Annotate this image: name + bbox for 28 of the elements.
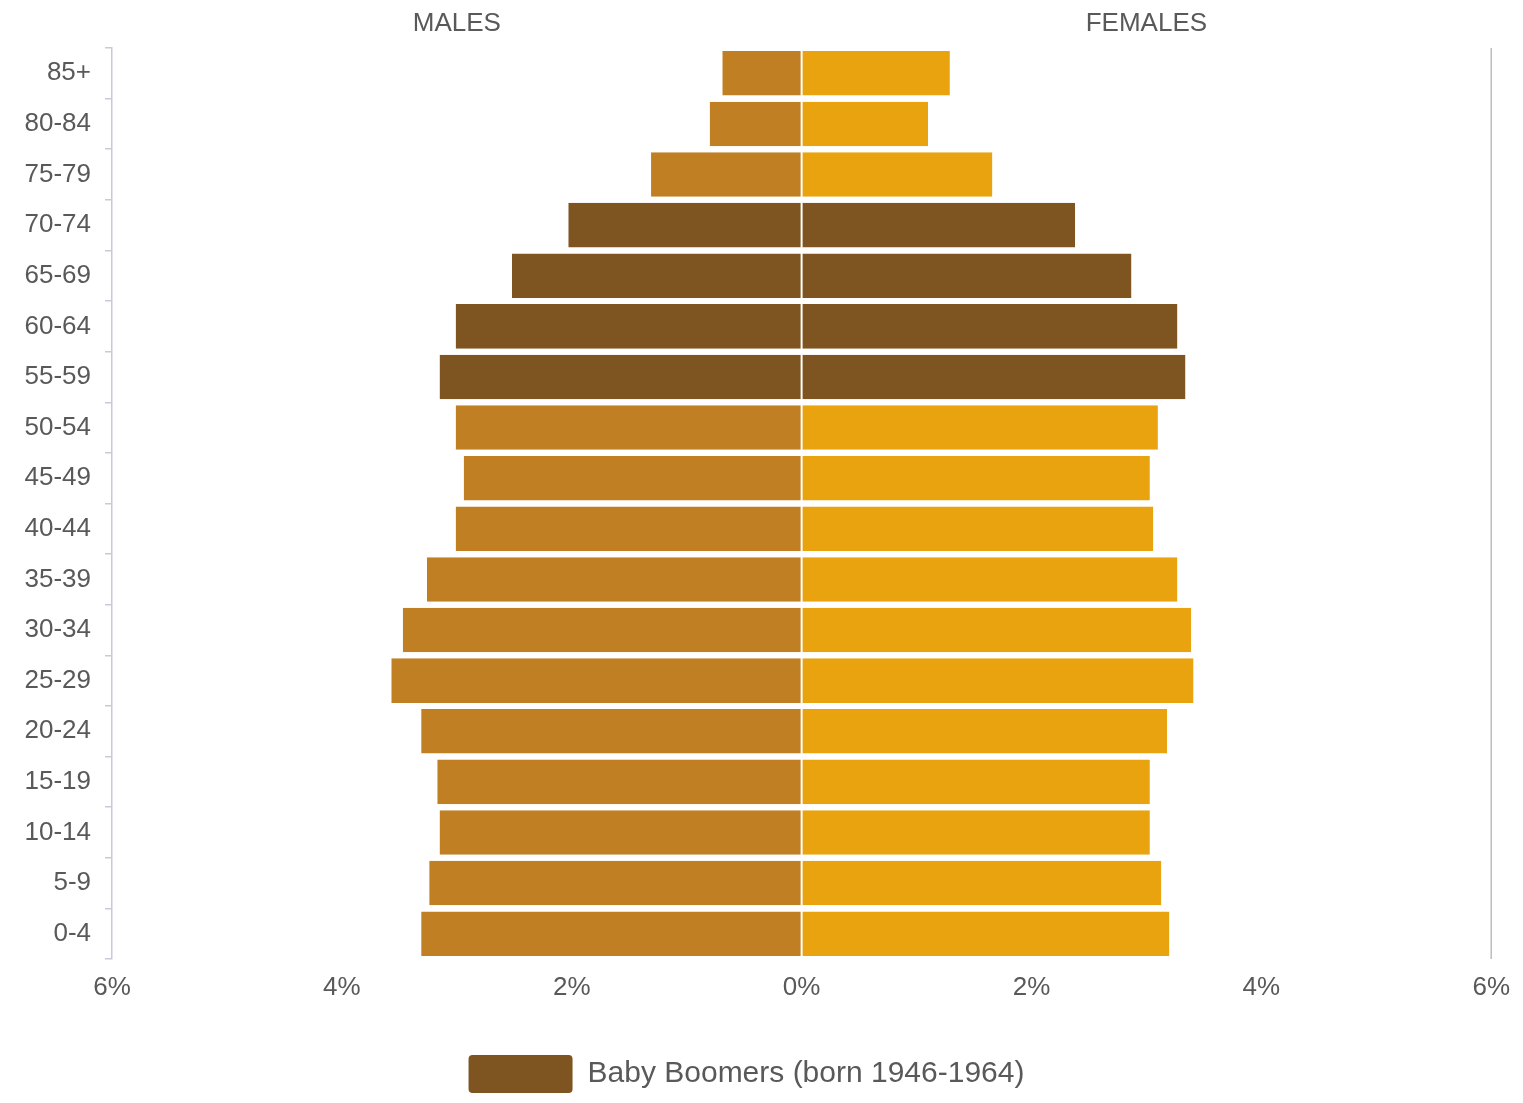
y-tick-label: 65-69 <box>24 258 91 289</box>
y-tick-label: 20-24 <box>24 714 91 745</box>
y-tick-label: 60-64 <box>24 309 91 340</box>
y-tick-label: 45-49 <box>24 461 91 492</box>
y-tick-label: 40-44 <box>24 511 91 542</box>
y-tick-label: 50-54 <box>24 410 91 441</box>
x-tick-label: 4% <box>1242 970 1281 1001</box>
y-tick-label: 30-34 <box>24 613 91 644</box>
y-tick-label: 25-29 <box>24 663 91 694</box>
y-tick-label: 75-79 <box>24 157 91 188</box>
y-tick-label: 5-9 <box>53 866 91 897</box>
y-tick-label: 0-4 <box>53 916 91 947</box>
x-tick-label: 0% <box>782 970 821 1001</box>
y-tick-label: 15-19 <box>24 765 91 796</box>
x-tick-label: 6% <box>1472 970 1510 1001</box>
text: FEMALES <box>1085 7 1208 38</box>
y-tick-label: 85+ <box>46 56 91 87</box>
y-tick-label: 80-84 <box>24 107 91 138</box>
x-tick-label: 2% <box>1012 970 1051 1001</box>
text: MALES <box>412 7 501 38</box>
y-tick-label: 70-74 <box>24 208 91 239</box>
x-tick-label: 2% <box>552 970 591 1001</box>
y-tick-label: 55-59 <box>24 360 91 391</box>
y-tick-label: 35-39 <box>24 562 91 593</box>
x-tick-label: 6% <box>93 970 131 1001</box>
y-tick-label: 10-14 <box>24 815 91 846</box>
legend-label: Baby Boomers (born 1946-1964) <box>587 1055 1025 1089</box>
x-tick-label: 4% <box>323 970 361 1001</box>
